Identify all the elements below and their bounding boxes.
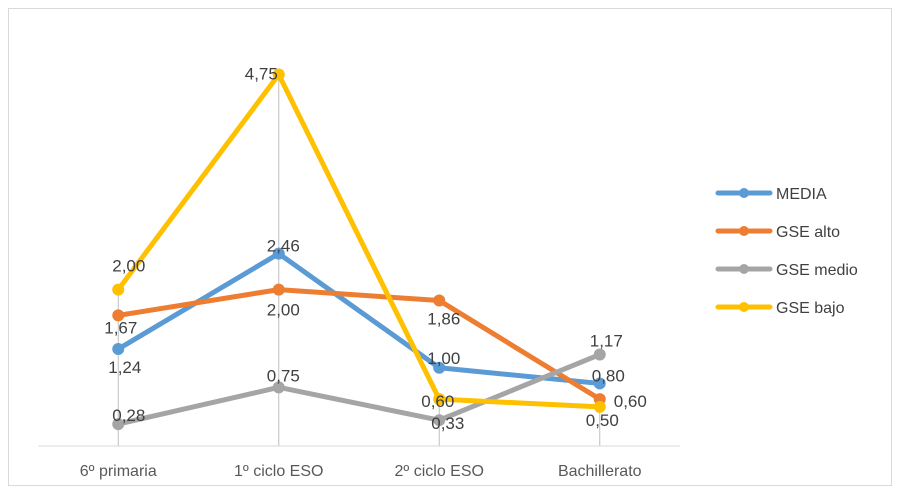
legend-entry-label: MEDIA [776, 186, 827, 203]
data-label: 4,75 [245, 65, 278, 84]
data-label: 1,00 [427, 349, 460, 368]
data-label: 1,24 [108, 358, 141, 377]
data-point [112, 283, 125, 296]
data-label: 1,17 [590, 332, 623, 351]
data-label: 0,33 [431, 414, 464, 433]
data-point [593, 348, 606, 361]
data-point [433, 361, 446, 374]
data-point [433, 393, 446, 406]
data-point [112, 343, 125, 356]
legend-marker [739, 226, 749, 236]
data-label: 0,28 [112, 406, 145, 425]
data-point [433, 294, 446, 307]
data-label: 0,60 [421, 392, 454, 411]
data-label: 1,86 [427, 310, 460, 329]
data-point [112, 418, 125, 431]
data-point [272, 283, 285, 296]
data-label: 0,75 [267, 366, 300, 385]
data-label: 2,00 [267, 301, 300, 320]
series-line-gse-alto [115, 287, 603, 402]
data-point [272, 381, 285, 394]
series-line-gse-medio [115, 352, 603, 427]
data-label: 2,00 [112, 257, 145, 276]
data-point [272, 247, 285, 260]
data-label: 0,60 [614, 392, 647, 411]
x-tick-label: Bachillerato [558, 463, 642, 480]
legend-entry-label: GSE alto [776, 224, 840, 241]
data-point [433, 414, 446, 427]
legend-entry-label: GSE medio [776, 262, 858, 279]
data-label: 0,50 [586, 411, 619, 430]
data-point [272, 68, 285, 81]
series-line-media [115, 251, 603, 386]
legend-marker [739, 302, 749, 312]
data-label: 1,67 [104, 318, 137, 337]
legend-marker [739, 264, 749, 274]
x-tick-label: 2º ciclo ESO [395, 463, 484, 480]
series-line-gse-bajo [115, 72, 603, 410]
data-point [593, 400, 606, 413]
data-point [593, 377, 606, 390]
data-label: 2,46 [267, 237, 300, 256]
chart-frame [8, 8, 892, 486]
legend-marker [739, 188, 749, 198]
data-point [112, 309, 125, 322]
legend-entry-label: GSE bajo [776, 300, 845, 317]
x-tick-label: 6º primaria [80, 463, 157, 480]
x-tick-label: 1º ciclo ESO [234, 463, 323, 480]
data-label: 0,80 [592, 366, 625, 385]
